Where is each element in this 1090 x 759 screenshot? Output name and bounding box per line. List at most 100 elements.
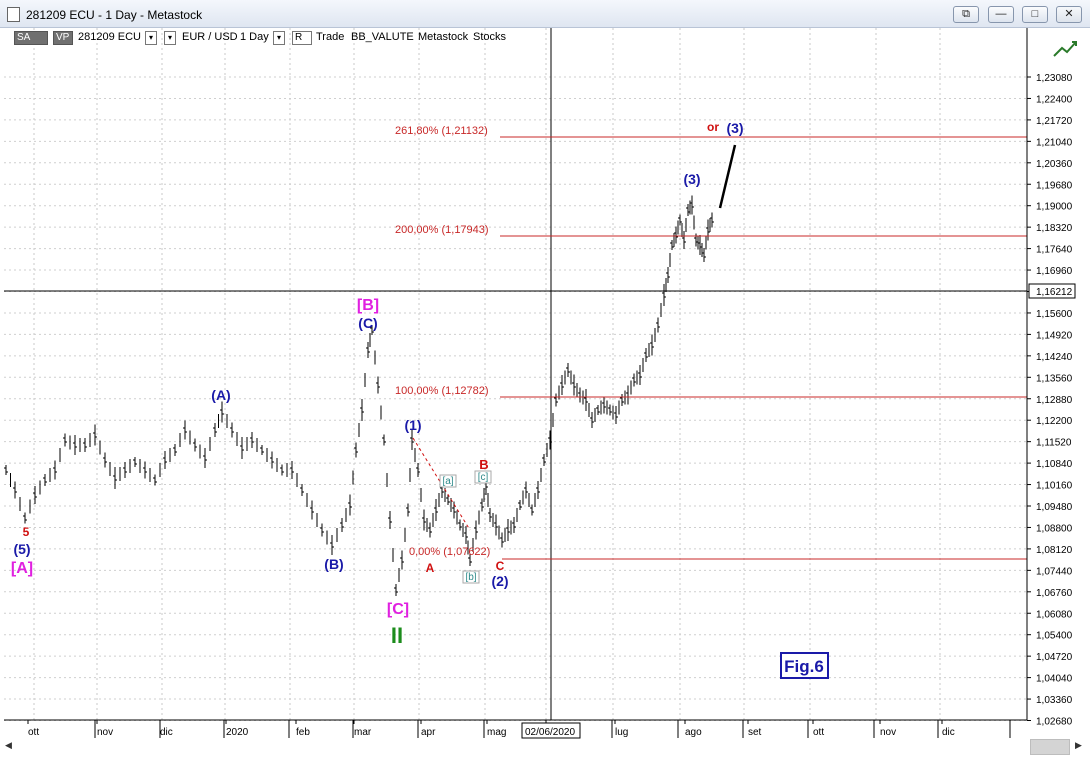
- price-label: 1,19680: [1036, 180, 1073, 191]
- wave-5-label: (5): [13, 541, 30, 557]
- date-label: feb: [296, 727, 310, 738]
- cursor-date-box: [521, 722, 581, 739]
- or-label: or: [707, 120, 719, 134]
- chart-axes: 1,23080 1,22400 1,21720 1,21040 1,20360 1,196…: [4, 28, 1076, 739]
- restore-chart-button[interactable]: ⧉: [953, 6, 979, 23]
- price-label: 1,15600: [1036, 309, 1073, 320]
- close-button[interactable]: ✕: [1056, 6, 1082, 23]
- price-label: 1,07440: [1036, 566, 1073, 577]
- current-price-box: [1028, 283, 1076, 299]
- date-label: lug: [615, 727, 628, 738]
- horizontal-scroll-thumb[interactable]: [1030, 739, 1070, 755]
- trade-label: Trade: [316, 31, 345, 43]
- price-label: 1,16960: [1036, 266, 1073, 277]
- price-label: 1,10840: [1036, 459, 1073, 470]
- stocks-label: Stocks: [473, 31, 507, 43]
- minimize-button[interactable]: —: [988, 6, 1014, 23]
- scroll-right-arrow[interactable]: ▶: [1075, 740, 1082, 750]
- price-label: 1,12880: [1036, 395, 1073, 406]
- fib-label-100: 100,00% (1,12782): [395, 385, 489, 397]
- wave-a-small-label: [a]: [442, 476, 453, 487]
- pair-dropdown[interactable]: ▾: [164, 31, 176, 45]
- pair-label: EUR / USD: [182, 31, 238, 43]
- maximize-button[interactable]: □: [1022, 6, 1048, 23]
- price-label: 1,19000: [1036, 202, 1073, 213]
- price-label: 1,14920: [1036, 330, 1073, 341]
- date-label: set: [748, 727, 762, 738]
- price-label: 1,12200: [1036, 416, 1073, 427]
- price-label: 1,21040: [1036, 137, 1073, 148]
- current-price-label: 1,16212: [1036, 287, 1073, 298]
- wave-a-red-label: A: [426, 561, 435, 575]
- date-label: nov: [97, 727, 113, 738]
- wave-b-small-label: [b]: [465, 572, 476, 583]
- wave-c-small-box: [474, 470, 492, 484]
- wave-B-label: (B): [324, 556, 343, 572]
- date-label: dic: [160, 727, 173, 738]
- price-label: 1,03360: [1036, 695, 1073, 706]
- wave-2-label: (2): [491, 573, 508, 589]
- wave-3-label: (3): [683, 171, 700, 187]
- chart-area[interactable]: 261,80% (1,21132) 200,00% (1,17943) 100,00…: [0, 28, 1090, 759]
- price-label: 1,04720: [1036, 652, 1073, 663]
- fig-label-box: [780, 652, 829, 679]
- wave-c-small-label: [c]: [478, 472, 489, 483]
- wave-A-label: (A): [211, 387, 230, 403]
- price-label: 1,05400: [1036, 631, 1073, 642]
- wave-b-small-box: [462, 570, 480, 584]
- date-label: ott: [28, 727, 39, 738]
- fig-label: Fig.6: [784, 657, 824, 676]
- price-label: 1,06080: [1036, 609, 1073, 620]
- symbol-dropdown[interactable]: ▾: [145, 31, 157, 45]
- price-label: 1,18320: [1036, 223, 1073, 234]
- date-label: dic: [942, 727, 955, 738]
- date-label: mag: [487, 727, 506, 738]
- fib-label-200: 200,00% (1,17943): [395, 224, 489, 236]
- bb-label: BB_VALUTE: [351, 31, 414, 43]
- period-label: 1 Day: [240, 31, 269, 43]
- price-label: 1,08120: [1036, 545, 1073, 556]
- price-label: 1,17640: [1036, 245, 1073, 256]
- price-label: 1,13560: [1036, 373, 1073, 384]
- price-label: 1,20360: [1036, 159, 1073, 170]
- price-label: 1,04040: [1036, 674, 1073, 685]
- price-label: 1,06760: [1036, 588, 1073, 599]
- wave-b-red-label: B: [479, 457, 488, 472]
- wave-II-label: II: [391, 623, 403, 648]
- price-label: 1,10160: [1036, 481, 1073, 492]
- sa-button[interactable]: SA: [14, 31, 48, 45]
- date-label: 2020: [226, 727, 249, 738]
- period-dropdown[interactable]: ▾: [273, 31, 285, 45]
- date-label: apr: [421, 727, 436, 738]
- wave-3-alt-label: (3): [726, 120, 743, 136]
- vp-button[interactable]: VP: [53, 31, 73, 45]
- window-title: 281209 ECU - 1 Day - Metastock: [26, 8, 203, 22]
- wave-1-label: (1): [404, 417, 421, 433]
- price-label: 1,11520: [1036, 438, 1072, 449]
- cursor-date-label: 02/06/2020: [525, 727, 575, 738]
- symbol-label: 281209 ECU: [78, 31, 141, 43]
- wave-a-small-box: [439, 474, 457, 488]
- price-label: 1,02680: [1036, 717, 1073, 728]
- drawing-tools-icon[interactable]: [1052, 38, 1080, 60]
- wave-C-label: (C): [358, 315, 377, 331]
- projection-line: [718, 144, 737, 209]
- date-label: ott: [813, 727, 824, 738]
- ohlc-bars: [4, 195, 714, 596]
- window-titlebar: 281209 ECU - 1 Day - Metastock ⧉ — □ ✕: [0, 0, 1090, 28]
- r-button[interactable]: R: [292, 31, 312, 45]
- price-label: 1,23080: [1036, 73, 1073, 84]
- price-label: 1,21720: [1036, 116, 1073, 127]
- date-label: mar: [354, 727, 372, 738]
- wave-5-red-label: 5: [23, 525, 30, 539]
- price-label: 1,09480: [1036, 502, 1073, 513]
- price-chart[interactable]: 261,80% (1,21132) 200,00% (1,17943) 100,00…: [0, 28, 1090, 759]
- wave-C-major-label: [C]: [387, 601, 409, 618]
- wave-B-major-label: [B]: [357, 297, 379, 314]
- app-icon: [7, 7, 20, 22]
- fib-label-0: 0,00% (1,07622): [409, 546, 490, 558]
- price-label: 1,14240: [1036, 352, 1073, 363]
- chart-toolbar: SA VP 281209 ECU ▾ ▾ EUR / USD 1 Day ▾ R…: [0, 28, 1028, 48]
- chart-grid: [4, 28, 1027, 721]
- scroll-left-arrow[interactable]: ◀: [5, 740, 12, 750]
